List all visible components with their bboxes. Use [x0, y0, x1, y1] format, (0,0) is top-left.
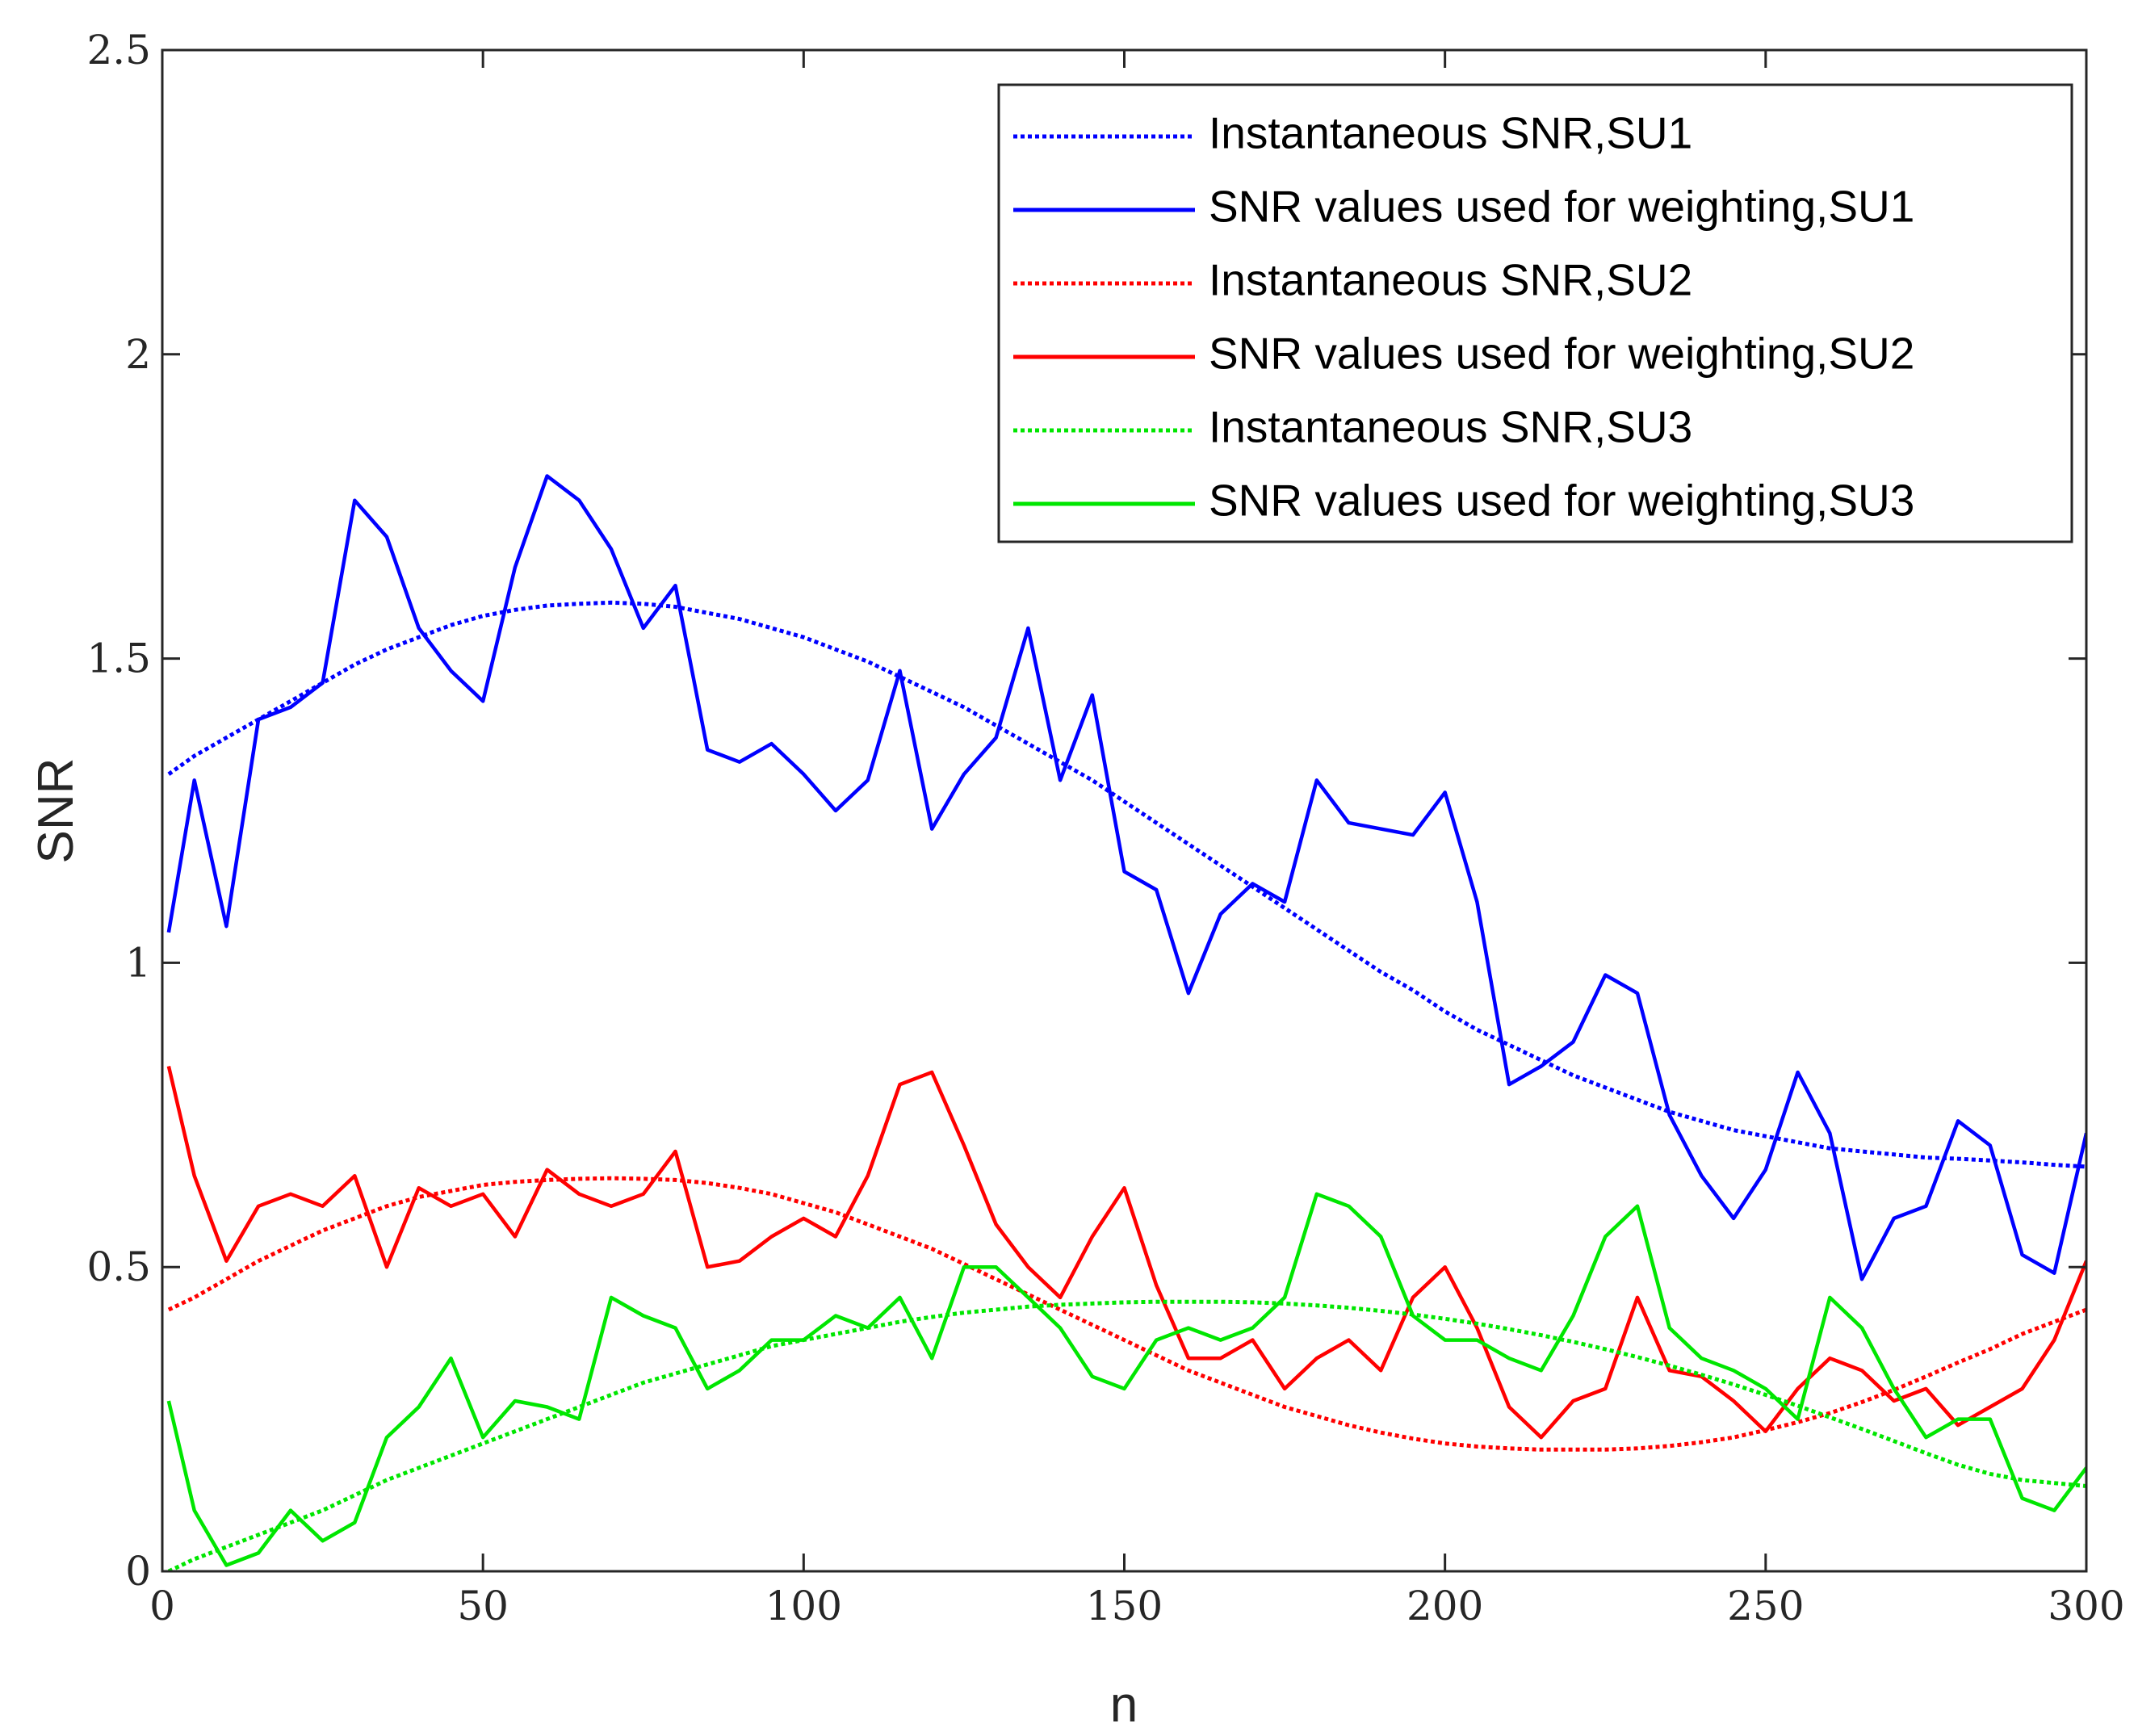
legend-box [997, 83, 2073, 543]
y-tick-label: 2 [125, 331, 151, 378]
x-tick-label: 200 [1406, 1583, 1483, 1629]
x-axis-label: n [1110, 1677, 1138, 1733]
x-tick-label: 100 [765, 1583, 842, 1629]
legend-label: Instantaneous SNR,SU3 [1209, 402, 1692, 452]
y-tick-label: 0.5 [86, 1243, 151, 1290]
y-axis-label: SNR [28, 758, 84, 864]
y-tick-label: 1.5 [86, 635, 151, 682]
legend-label: SNR values used for weighting,SU3 [1209, 476, 1914, 526]
x-tick-label: 250 [1727, 1583, 1804, 1629]
x-tick-label: 50 [457, 1583, 509, 1629]
x-tick-label: 0 [149, 1583, 175, 1629]
series-line [167, 600, 2086, 1169]
series-line [166, 1065, 2086, 1440]
series-line [166, 1192, 2086, 1567]
series-line [167, 1299, 2086, 1571]
x-tick-label: 300 [2048, 1583, 2124, 1629]
legend-label: Instantaneous SNR,SU1 [1209, 108, 1692, 158]
legend-label: SNR values used for weighting,SU2 [1209, 329, 1914, 379]
y-tick-label: 1 [125, 939, 151, 986]
x-tick-label: 150 [1086, 1583, 1163, 1629]
y-tick-label: 0 [125, 1548, 151, 1595]
legend-label: SNR values used for weighting,SU1 [1209, 182, 1914, 232]
series-line [166, 474, 2086, 1281]
legend-label: Instantaneous SNR,SU2 [1209, 255, 1692, 305]
y-tick-label: 2.5 [86, 27, 151, 73]
